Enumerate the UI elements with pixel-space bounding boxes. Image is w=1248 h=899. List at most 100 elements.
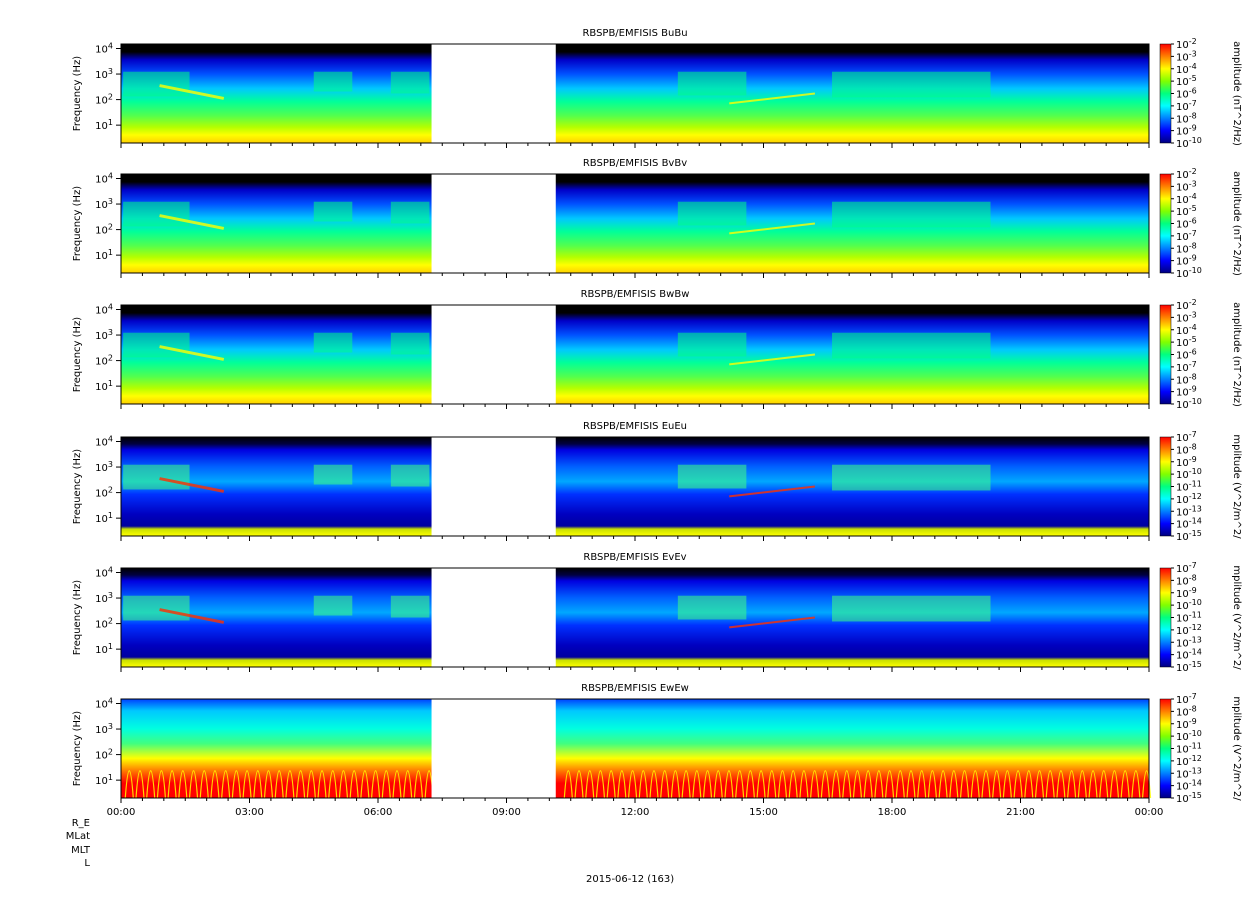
panel-title: RBSPB/EMFISIS EwEw bbox=[581, 683, 689, 694]
colorbar-tick-label: 10-14 bbox=[1176, 779, 1202, 793]
data-gap bbox=[431, 436, 556, 537]
colorbar-tick-label: 10-13 bbox=[1176, 504, 1202, 518]
x-tick-label: 18:00 bbox=[878, 807, 907, 818]
x-tick-label: 15:00 bbox=[749, 807, 778, 818]
colorbar bbox=[1159, 304, 1172, 405]
colorbar-tick-label: 10-11 bbox=[1176, 480, 1202, 494]
colorbar-tick-label: 10-7 bbox=[1176, 229, 1197, 243]
panel-title: RBSPB/EMFISIS EuEu bbox=[583, 421, 687, 432]
y-axis-label: Frequency (Hz) bbox=[72, 711, 83, 787]
colorbar-tick-label: 10-6 bbox=[1176, 87, 1197, 101]
colorbar-tick-label: 10-4 bbox=[1176, 192, 1197, 206]
x-tick-label: 00:00 bbox=[107, 807, 136, 818]
panel-2: RBSPB/EMFISIS BvBv Frequency (Hz) 101 102 10… bbox=[72, 158, 1242, 280]
y-tick-label: 102 bbox=[95, 223, 113, 237]
colorbar-label: amplitude (nT^2/Hz) bbox=[1231, 41, 1242, 146]
data-gap bbox=[431, 698, 556, 799]
ephem-label-mlat: MLat bbox=[65, 831, 90, 842]
colorbar-tick-label: 10-3 bbox=[1176, 179, 1197, 193]
x-tick-label: 09:00 bbox=[492, 807, 521, 818]
colorbar-tick-label: 10-3 bbox=[1176, 49, 1197, 63]
colorbar-tick-label: 10-15 bbox=[1176, 660, 1202, 674]
spectral-features bbox=[123, 595, 991, 629]
colorbar-tick-label: 10-7 bbox=[1176, 99, 1197, 113]
colorbar-tick-label: 10-5 bbox=[1176, 204, 1197, 218]
panel-5: RBSPB/EMFISIS EvEv Frequency (Hz) 101 102 10… bbox=[72, 552, 1242, 674]
colorbar-tick-label: 10-5 bbox=[1176, 335, 1197, 349]
y-tick-label: 101 bbox=[95, 642, 113, 656]
colorbar-tick-label: 10-2 bbox=[1176, 37, 1197, 51]
colorbar bbox=[1159, 436, 1172, 537]
x-tick-label: 00:00 bbox=[1135, 807, 1164, 818]
colorbar-tick-label: 10-9 bbox=[1176, 254, 1197, 268]
colorbar bbox=[1159, 173, 1172, 274]
colorbar-tick-label: 10-2 bbox=[1176, 167, 1197, 181]
spectral-features bbox=[123, 201, 991, 235]
colorbar-tick-label: 10-14 bbox=[1176, 517, 1202, 531]
colorbar-tick-label: 10-9 bbox=[1176, 717, 1197, 731]
data-gap bbox=[431, 43, 556, 144]
panel-3: RBSPB/EMFISIS BwBw Frequency (Hz) 101 102 10… bbox=[72, 289, 1242, 411]
data-gap bbox=[431, 173, 556, 274]
panel-title: RBSPB/EMFISIS EvEv bbox=[583, 552, 686, 563]
spectral-features bbox=[123, 464, 991, 498]
ephem-label-re: R_E bbox=[71, 818, 90, 829]
colorbar-tick-label: 10-11 bbox=[1176, 742, 1202, 756]
x-tick-label: 06:00 bbox=[364, 807, 393, 818]
spectral-features bbox=[123, 71, 991, 105]
x-tick-label: 03:00 bbox=[235, 807, 264, 818]
colorbar-tick-label: 10-9 bbox=[1176, 586, 1197, 600]
colorbar-tick-label: 10-8 bbox=[1176, 573, 1197, 587]
colorbar-tick-label: 10-2 bbox=[1176, 298, 1197, 312]
colorbar-tick-label: 10-8 bbox=[1176, 241, 1197, 255]
y-tick-label: 104 bbox=[95, 434, 113, 448]
y-tick-label: 103 bbox=[95, 67, 113, 81]
colorbar-tick-label: 10-3 bbox=[1176, 310, 1197, 324]
y-axis-label: Frequency (Hz) bbox=[72, 56, 83, 132]
colorbar-label: mplitude (V^2/m^2/ bbox=[1231, 434, 1242, 539]
panel-6: RBSPB/EMFISIS EwEw Frequency (Hz) 101 102 10… bbox=[72, 683, 1242, 805]
spectrogram-image bbox=[121, 44, 1149, 143]
colorbar-label: amplitude (nT^2/Hz) bbox=[1231, 302, 1242, 407]
date-label: 2015-06-12 (163) bbox=[586, 874, 675, 885]
ephem-label-l: L bbox=[84, 858, 90, 869]
spectral-features bbox=[124, 770, 1152, 799]
colorbar-tick-label: 10-4 bbox=[1176, 62, 1197, 76]
y-tick-label: 104 bbox=[95, 171, 113, 185]
colorbar-tick-label: 10-13 bbox=[1176, 635, 1202, 649]
colorbar-tick-label: 10-10 bbox=[1176, 467, 1202, 481]
colorbar-tick-label: 10-9 bbox=[1176, 385, 1197, 399]
colorbar-tick-label: 10-11 bbox=[1176, 611, 1202, 625]
colorbar-tick-label: 10-10 bbox=[1176, 729, 1202, 743]
panel-4: RBSPB/EMFISIS EuEu Frequency (Hz) 101 102 10… bbox=[72, 421, 1242, 543]
colorbar-tick-label: 10-4 bbox=[1176, 323, 1197, 337]
colorbar-tick-label: 10-9 bbox=[1176, 124, 1197, 138]
colorbar-label: mplitude (V^2/m^2/ bbox=[1231, 565, 1242, 670]
y-tick-label: 104 bbox=[95, 696, 113, 710]
y-tick-label: 103 bbox=[95, 722, 113, 736]
spectral-features bbox=[123, 332, 991, 366]
colorbar bbox=[1159, 43, 1172, 144]
y-tick-label: 103 bbox=[95, 591, 113, 605]
y-tick-label: 103 bbox=[95, 460, 113, 474]
colorbar-tick-label: 10-12 bbox=[1176, 623, 1202, 637]
y-tick-label: 104 bbox=[95, 41, 113, 55]
y-tick-label: 102 bbox=[95, 617, 113, 631]
colorbar-tick-label: 10-8 bbox=[1176, 704, 1197, 718]
y-axis-label: Frequency (Hz) bbox=[72, 580, 83, 656]
y-axis-label: Frequency (Hz) bbox=[72, 317, 83, 393]
data-gap bbox=[431, 567, 556, 668]
x-tick-label: 21:00 bbox=[1006, 807, 1035, 818]
panel-1: RBSPB/EMFISIS BuBu Frequency (Hz) 101 102 10… bbox=[72, 28, 1242, 150]
colorbar-tick-label: 10-15 bbox=[1176, 791, 1202, 805]
y-tick-label: 101 bbox=[95, 248, 113, 262]
spectrogram-image bbox=[121, 568, 1149, 667]
colorbar-tick-label: 10-5 bbox=[1176, 74, 1197, 88]
colorbar-tick-label: 10-9 bbox=[1176, 455, 1197, 469]
y-tick-label: 102 bbox=[95, 354, 113, 368]
colorbar-tick-label: 10-13 bbox=[1176, 766, 1202, 780]
colorbar-tick-label: 10-10 bbox=[1176, 136, 1202, 150]
colorbar-tick-label: 10-6 bbox=[1176, 348, 1197, 362]
y-tick-label: 102 bbox=[95, 93, 113, 107]
colorbar-tick-label: 10-7 bbox=[1176, 360, 1197, 374]
